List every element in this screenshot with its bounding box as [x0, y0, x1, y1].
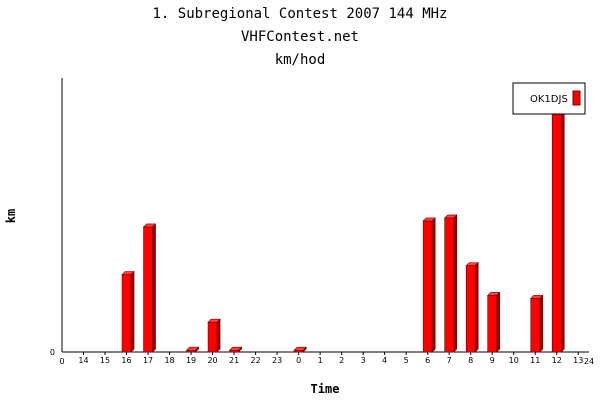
x-tick-label: 20 [207, 356, 217, 365]
bar-face [207, 321, 218, 353]
x-tick-label: 9 [490, 356, 495, 365]
x-tick-label: 18 [164, 356, 174, 365]
bar [207, 318, 221, 353]
bar-side [474, 261, 479, 353]
bar-side [302, 346, 307, 353]
x-tick-label: 8 [468, 356, 473, 365]
x-ticks: 14 15 16 17 18 19 20 21 22 23 0 1 2 3 4 5 6 7 8 9 10 11 12 13 [78, 352, 583, 365]
x-tick-label: 4 [382, 356, 387, 365]
x-tick-label: 5 [404, 356, 409, 365]
x-tick-label: 23 [272, 356, 282, 365]
bar-side [130, 270, 135, 353]
bars [121, 110, 565, 353]
bar-face [121, 274, 132, 353]
chart-subtitle: VHFContest.net [241, 29, 359, 45]
bar [486, 291, 501, 353]
bar [142, 223, 157, 353]
bar-face [551, 113, 562, 353]
bar-side [560, 110, 565, 353]
x-tick-label: 13 [573, 356, 583, 365]
x-tick-label: 10 [509, 356, 519, 365]
x-tick-label: 6 [425, 356, 430, 365]
bar-face [487, 295, 498, 353]
bar-side [496, 291, 501, 353]
x-tick-label: 21 [229, 356, 239, 365]
bar-side [238, 346, 242, 353]
x-tick-label: 16 [121, 356, 131, 365]
x-tick-label: 7 [447, 356, 452, 365]
bar [465, 261, 479, 353]
x-tick-label: 22 [250, 356, 260, 365]
x-axis-label: Time [311, 382, 340, 396]
bar [185, 346, 200, 353]
y-tick-label: 0 [50, 348, 55, 357]
x-tick-label: 15 [100, 356, 110, 365]
bar-face [465, 265, 476, 353]
legend-swatch [572, 90, 581, 106]
x-tick-label: 2 [339, 356, 344, 365]
bar [422, 217, 436, 353]
bar [443, 214, 458, 353]
bar [228, 346, 243, 353]
x-tick-label: 3 [361, 356, 366, 365]
chart-title: 1. Subregional Contest 2007 144 MHz [152, 6, 447, 22]
bar-side [216, 318, 221, 353]
x-tick-label: 1 [318, 356, 323, 365]
plot-area: 0 0 24 14 15 16 17 18 19 20 21 22 23 0 1 2 3 4 5 6 7 8 9 10 1… [50, 78, 594, 366]
bar-side [195, 346, 199, 353]
x-axis-start-label: 0 [59, 357, 64, 366]
x-tick-label: 0 [296, 356, 301, 365]
x-tick-label: 17 [143, 356, 153, 365]
x-tick-label: 19 [186, 356, 196, 365]
bar [530, 294, 544, 353]
y-axis-label: km [4, 209, 18, 223]
bar-face [143, 226, 153, 353]
bar-face [422, 220, 433, 353]
legend: OK1DJS [512, 82, 586, 115]
legend-label: OK1DJS [530, 94, 568, 105]
bar-side [453, 214, 457, 353]
bar-side [539, 294, 544, 353]
bar-face [444, 217, 454, 353]
x-tick-label: 11 [530, 356, 540, 365]
bar [551, 110, 565, 353]
x-tick-label: 14 [78, 356, 88, 365]
x-axis-end-label: 24 [584, 357, 594, 366]
bar-side [152, 223, 156, 353]
bar-side [431, 217, 436, 353]
x-tick-label: 12 [552, 356, 562, 365]
bar [121, 270, 135, 353]
bar [293, 346, 307, 353]
chart-unit-subtitle: km/hod [275, 52, 326, 68]
bar-face [530, 298, 541, 353]
